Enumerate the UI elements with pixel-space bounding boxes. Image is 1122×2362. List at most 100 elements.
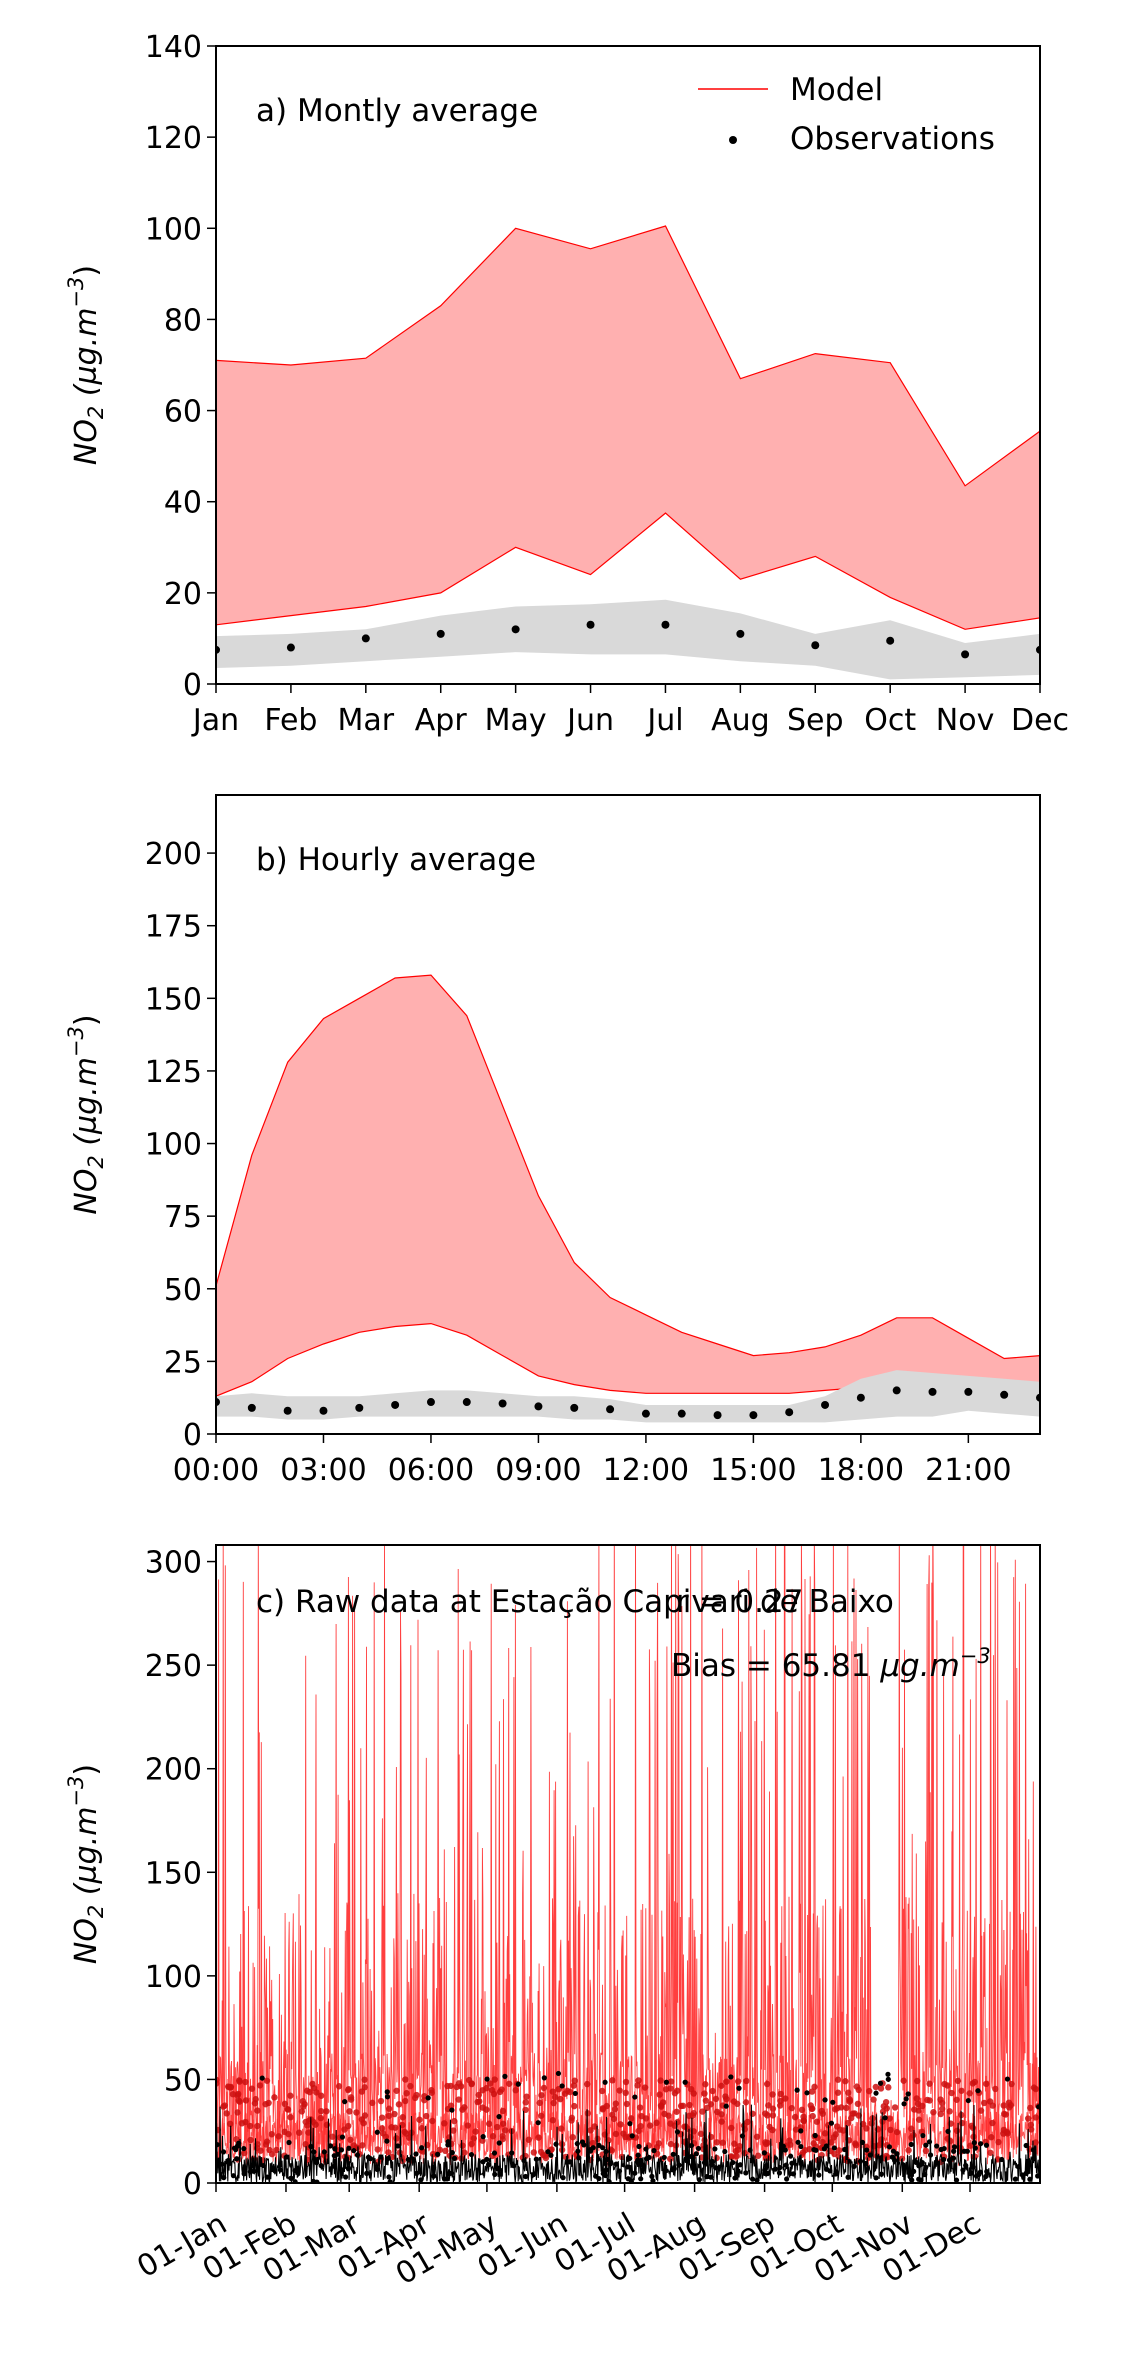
model-point: [713, 2108, 721, 2116]
observation-point: [446, 2171, 452, 2177]
x-tick-label: 06:00: [388, 1453, 474, 1488]
model-point: [569, 2134, 577, 2141]
model-point: [1032, 2114, 1040, 2121]
observation-point: [784, 2176, 790, 2182]
model-point: [922, 2147, 930, 2155]
observation-point: [886, 636, 895, 645]
axes-frame: [215, 45, 1041, 685]
model-point: [941, 2080, 948, 2088]
model-point: [843, 2104, 850, 2112]
observation-point: [230, 2173, 237, 2179]
observation-point: [219, 2161, 225, 2167]
model-point: [391, 2110, 398, 2118]
observation-point: [641, 1409, 650, 1418]
model-point: [718, 2082, 725, 2089]
observation-point: [730, 2159, 736, 2166]
observation-point: [449, 2150, 455, 2156]
observation-point: [374, 2129, 380, 2135]
observation-point: [414, 2170, 420, 2176]
model-point: [459, 2106, 466, 2113]
panel-title: c) Raw data at Estação Capivari de Baixo: [256, 1584, 894, 1620]
y-tick-label: 100: [145, 1960, 202, 1995]
observation-point: [385, 2156, 391, 2162]
observation-point: [677, 1409, 686, 1418]
model-point: [502, 2127, 509, 2134]
observation-point: [918, 2177, 924, 2183]
observation-point: [286, 643, 295, 652]
model-point: [418, 2125, 425, 2132]
observation-point: [384, 2094, 391, 2100]
model-point: [474, 2098, 481, 2106]
observation-point: [259, 2075, 265, 2081]
x-tick-label: Apr: [415, 703, 468, 738]
observation-point: [885, 2071, 891, 2077]
model-point: [226, 2120, 234, 2128]
observation-point: [833, 2169, 839, 2175]
observation-point: [468, 2151, 475, 2158]
observation-point: [747, 2147, 753, 2153]
model-point: [879, 2108, 887, 2115]
model-point: [436, 2146, 444, 2154]
model-point: [954, 2077, 962, 2085]
model-point: [347, 2096, 355, 2103]
x-tick-label: Dec: [1011, 703, 1069, 738]
observation-point: [961, 650, 970, 659]
observation-point: [413, 2151, 419, 2157]
model-point: [808, 2088, 816, 2095]
model-point: [266, 2146, 273, 2154]
model-lower-line: [216, 512, 1040, 630]
model-point: [275, 2133, 282, 2140]
model-point: [742, 2099, 750, 2106]
model-point: [1002, 2111, 1009, 2118]
y-tick-label: 75: [164, 1200, 202, 1235]
model-point: [637, 2122, 644, 2130]
model-point: [844, 2119, 852, 2127]
model-point: [557, 2095, 564, 2103]
model-point: [236, 2078, 243, 2085]
correlation-annotation: r = 0.27: [676, 1584, 803, 1620]
model-point: [242, 2118, 249, 2126]
observation-point: [310, 2178, 316, 2183]
observation-point: [635, 2152, 641, 2158]
model-point: [697, 2130, 705, 2138]
observation-point: [345, 2166, 351, 2172]
bias-annotation: Bias = 65.81 µg.m−3: [671, 1644, 991, 1684]
model-point: [723, 2095, 730, 2103]
model-point: [263, 2138, 271, 2145]
x-tick-label: Aug: [711, 703, 770, 738]
x-tick-label: 03:00: [280, 1453, 366, 1488]
model-point: [877, 2140, 885, 2147]
model-point: [886, 2115, 893, 2122]
model-point: [378, 2114, 386, 2121]
observation-point: [965, 2097, 971, 2104]
model-point: [1032, 2139, 1039, 2146]
model-point: [345, 2086, 352, 2093]
model-point: [358, 2116, 366, 2123]
observation-point: [436, 629, 445, 638]
model-point: [1024, 2115, 1032, 2122]
model-point: [1008, 2080, 1015, 2088]
model-point: [634, 2082, 641, 2089]
model-point: [499, 2120, 507, 2127]
observation-point: [663, 2079, 670, 2085]
observation-point: [859, 2139, 866, 2145]
model-point: [451, 2117, 458, 2125]
observation-point: [822, 2097, 828, 2103]
model-point: [313, 2089, 320, 2096]
observation-point: [419, 2145, 425, 2151]
observation-point: [338, 2147, 345, 2153]
model-point: [377, 2097, 385, 2105]
observation-point: [497, 2171, 503, 2177]
observation-point: [1035, 2104, 1040, 2110]
model-point: [808, 2105, 816, 2113]
model-point: [385, 2149, 392, 2156]
observation-point: [783, 2162, 789, 2168]
observation-point: [365, 2154, 372, 2160]
model-point: [1000, 2102, 1007, 2109]
observation-point: [867, 2152, 873, 2158]
y-tick-label: 100: [145, 1128, 202, 1163]
model-point: [806, 2146, 813, 2153]
model-point: [719, 2139, 727, 2146]
model-point: [450, 2127, 457, 2134]
observation-point: [709, 2158, 715, 2165]
